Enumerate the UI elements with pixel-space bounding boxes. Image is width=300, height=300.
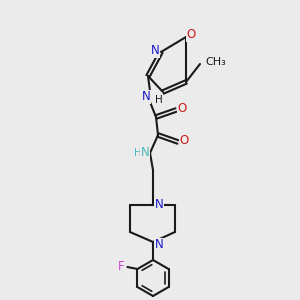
Text: F: F	[118, 260, 125, 274]
Text: O: O	[186, 28, 196, 41]
Text: H: H	[155, 95, 163, 105]
Text: CH₃: CH₃	[205, 57, 226, 67]
Text: H: H	[134, 148, 142, 158]
Text: N: N	[151, 44, 159, 58]
Text: N: N	[154, 199, 164, 212]
Text: O: O	[177, 103, 187, 116]
Text: N: N	[142, 91, 150, 103]
Text: O: O	[179, 134, 189, 148]
Text: N: N	[154, 238, 164, 251]
Text: N: N	[141, 146, 149, 160]
